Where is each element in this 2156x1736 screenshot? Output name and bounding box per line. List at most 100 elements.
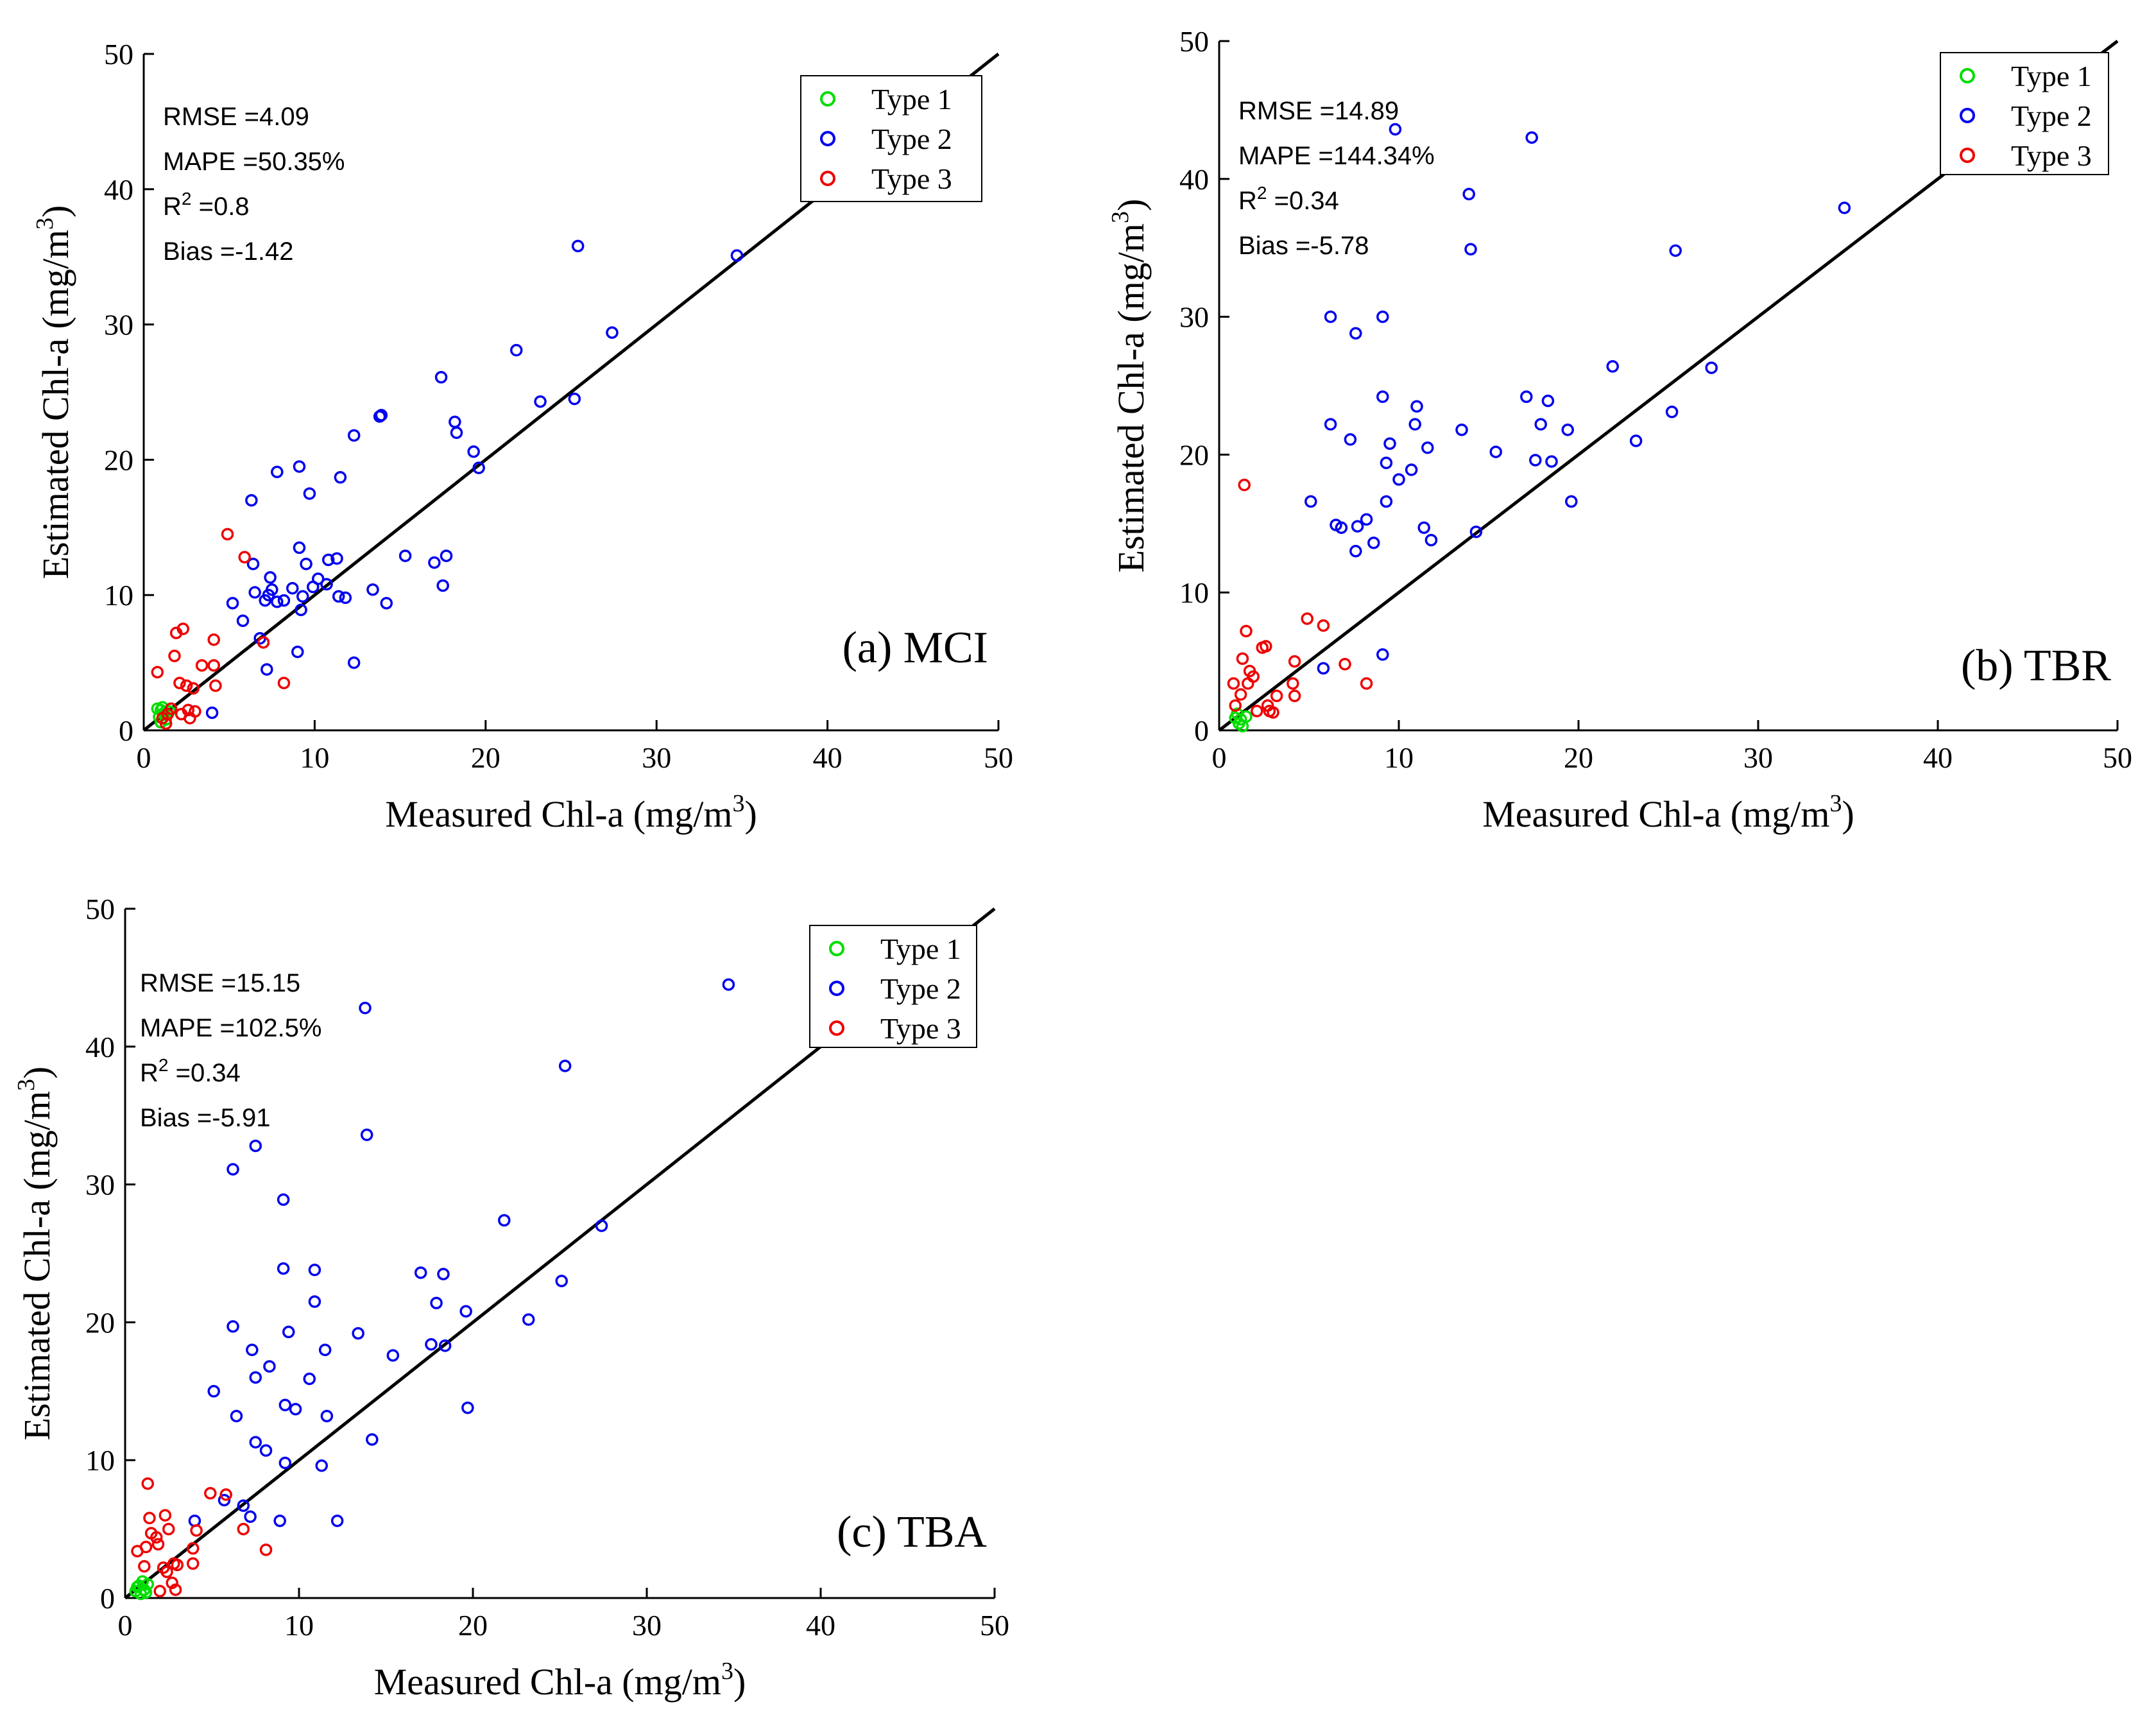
data-point (158, 1509, 172, 1522)
data-point (430, 1296, 443, 1310)
data-point (190, 1524, 203, 1537)
x-tick-label: 0 (1212, 741, 1227, 774)
data-point (1376, 310, 1389, 323)
data-point (1376, 390, 1389, 403)
data-point (303, 487, 316, 500)
data-point (303, 1372, 316, 1386)
x-tick-label: 10 (284, 1609, 314, 1642)
data-point (204, 1487, 217, 1500)
data-point (160, 1565, 173, 1578)
y-tick-label: 50 (85, 893, 115, 925)
data-point (257, 636, 270, 649)
data-point (1305, 495, 1317, 508)
data-point (221, 528, 234, 541)
data-point (1270, 689, 1283, 703)
data-point (293, 541, 306, 554)
data-point (131, 1581, 144, 1594)
data-point (188, 1514, 201, 1527)
data-point (151, 1538, 165, 1551)
data-point (1541, 394, 1555, 408)
data-point (380, 597, 393, 610)
data-point (238, 551, 251, 563)
data-point (264, 571, 277, 584)
data-point (245, 494, 258, 507)
data-point (308, 1264, 321, 1276)
data-point (236, 614, 250, 628)
data-point (205, 706, 219, 719)
data-point (425, 1338, 438, 1351)
data-point (722, 978, 735, 991)
y-tick-label: 0 (119, 714, 133, 747)
data-point (1408, 418, 1421, 431)
data-point (730, 249, 744, 262)
data-point (558, 1060, 572, 1072)
data-point (1545, 455, 1558, 468)
data-point (244, 1510, 257, 1524)
series-type-3 (131, 1477, 273, 1598)
data-point (1606, 360, 1619, 373)
data-point (1317, 619, 1330, 632)
y-tick-label: 0 (100, 1582, 115, 1615)
y-axis-label: Estimated Chl-a (mg/m3) (1107, 199, 1152, 573)
x-axis-label: Measured Chl-a (mg/m3) (385, 790, 757, 835)
data-point (318, 1343, 332, 1357)
y-tick-label: 20 (1179, 438, 1209, 471)
data-point (289, 1402, 302, 1416)
data-point (332, 590, 345, 603)
data-point (571, 239, 585, 253)
data-point (459, 1305, 472, 1318)
data-point (339, 591, 352, 605)
data-point (207, 633, 220, 646)
data-point (398, 549, 412, 562)
stat-label: RMSE =4.09 (163, 103, 309, 131)
data-point (291, 645, 304, 658)
data-point (315, 1459, 328, 1472)
data-point (320, 578, 333, 591)
stat-label: Bias =-1.42 (163, 237, 293, 266)
data-point (1360, 677, 1373, 690)
data-point (278, 1398, 292, 1412)
x-axis-label: Measured Chl-a (mg/m3) (1482, 790, 1854, 835)
data-point (1405, 463, 1418, 476)
data-point (1376, 648, 1389, 661)
data-point (1421, 441, 1434, 454)
data-point (1256, 641, 1269, 654)
series-type-3 (1227, 478, 1373, 719)
data-point (277, 594, 291, 607)
data-point (360, 1128, 373, 1142)
data-point (449, 415, 461, 429)
series-type-2 (188, 978, 735, 1527)
data-point (606, 326, 619, 339)
data-point (306, 580, 320, 594)
data-point (131, 1545, 144, 1558)
data-point (1324, 418, 1337, 431)
legend-label: Type 3 (2011, 139, 2092, 172)
data-point (414, 1266, 427, 1279)
data-point (150, 1531, 163, 1544)
data-point (334, 471, 347, 484)
data-point (1383, 437, 1396, 450)
data-point (1263, 705, 1276, 718)
x-tick-label: 10 (300, 741, 329, 774)
legend-marker (820, 131, 835, 146)
y-tick-label: 20 (85, 1306, 115, 1339)
data-point (1251, 705, 1263, 718)
data-point (1410, 400, 1423, 413)
x-tick-label: 40 (1923, 741, 1953, 774)
y-tick-label: 40 (104, 173, 133, 206)
chart-panel-2: 0 10 20 30 40 50 0 10 20 30 40 50 Measured Chl-a (mg… (1107, 25, 2132, 835)
x-tick-label: 30 (632, 1609, 662, 1642)
data-point (1238, 478, 1251, 492)
data-point (159, 717, 173, 730)
data-point (1665, 406, 1679, 418)
data-point (259, 1444, 273, 1457)
legend-marker (820, 91, 835, 107)
data-point (277, 1193, 290, 1206)
data-point (437, 1268, 450, 1280)
y-tick-label: 50 (104, 38, 133, 71)
stat-label: Bias =-5.91 (140, 1104, 270, 1132)
data-point (186, 1557, 200, 1570)
chart-panel-1: 0 10 20 30 40 50 0 10 20 30 40 50 Measured Chl-a (mg… (31, 38, 1013, 835)
data-point (1367, 537, 1380, 549)
series-type-2 (1305, 123, 1851, 675)
